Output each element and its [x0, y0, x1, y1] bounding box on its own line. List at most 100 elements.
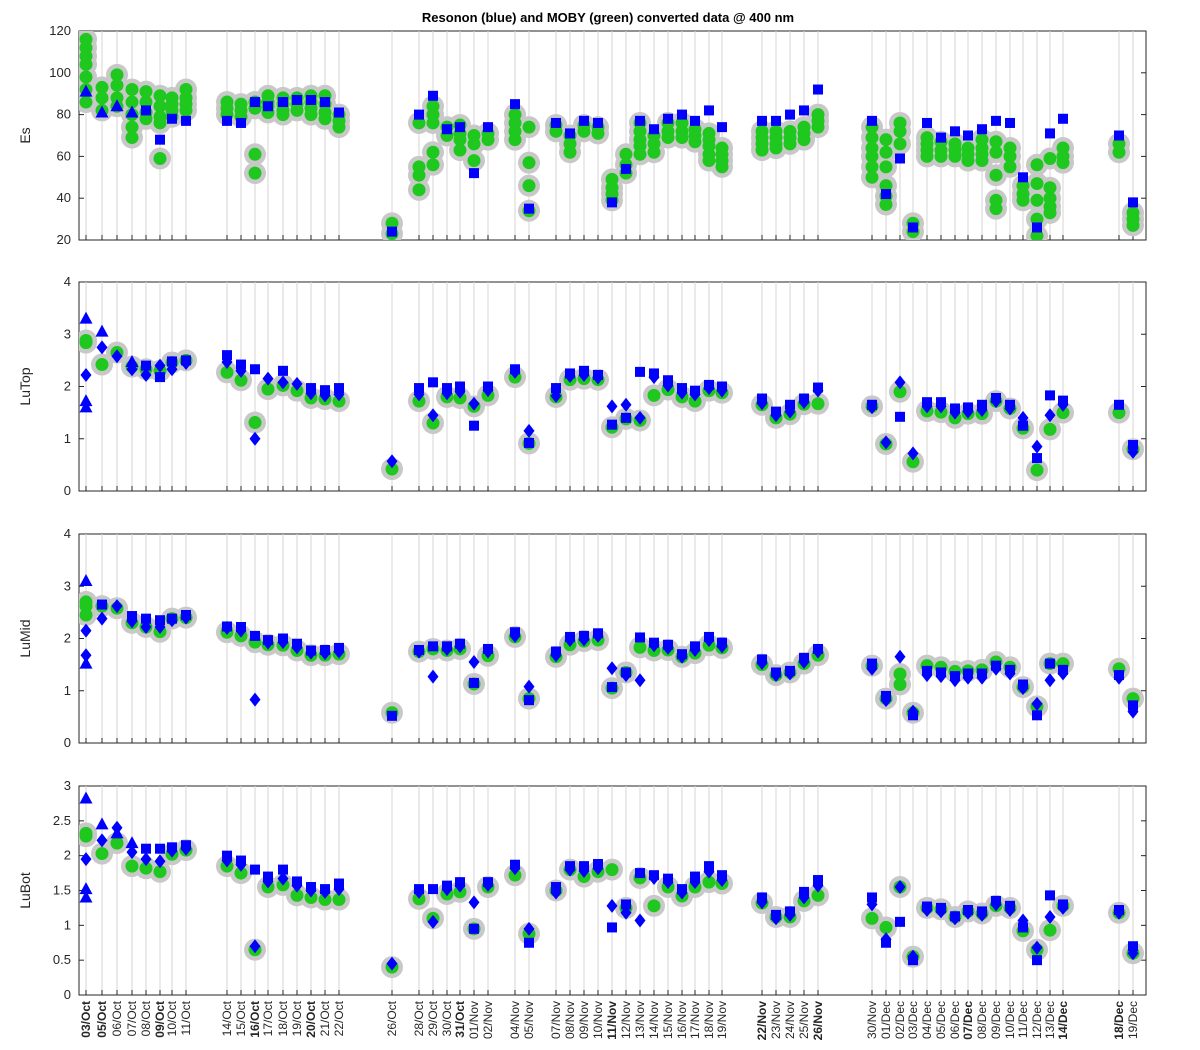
moby-point — [79, 95, 93, 109]
resonon-point — [387, 226, 397, 237]
moby-point — [125, 83, 139, 97]
resonon-point — [305, 645, 317, 660]
moby-point — [95, 847, 109, 861]
moby-point — [811, 120, 825, 134]
moby-point — [522, 179, 536, 193]
resonon-point — [235, 857, 247, 872]
resonon-point — [592, 628, 604, 643]
resonon-point — [663, 113, 673, 124]
resonon-point — [1127, 704, 1139, 719]
x-tick-label: 22/Oct — [332, 1000, 346, 1036]
x-tick-label: 09/Oct — [153, 1001, 167, 1038]
resonon-point — [1057, 900, 1069, 915]
moby-point — [318, 112, 332, 126]
resonon-point — [221, 853, 233, 868]
resonon-point — [990, 897, 1002, 912]
resonon-point — [221, 621, 233, 636]
chart-panels: 20 40 60 80 100 120 Es 0 1 2 3 4 LuTop 0 1 2 3 4 LuMid 0 0.5… — [17, 23, 1147, 1002]
resonon-point — [620, 397, 632, 412]
resonon-point — [428, 641, 438, 652]
x-tick-label: 25/Nov — [797, 1001, 811, 1039]
moby-point — [261, 382, 275, 396]
resonon-point — [936, 132, 946, 143]
resonon-point — [799, 105, 809, 116]
resonon-point — [79, 84, 93, 97]
resonon-point — [125, 836, 139, 849]
moby-point — [619, 147, 633, 161]
resonon-point — [962, 905, 974, 920]
resonon-point — [703, 864, 715, 879]
x-tick-label: 19/Dec — [1126, 1001, 1140, 1039]
moby-point — [453, 133, 467, 147]
resonon-point — [387, 710, 397, 721]
moby-point — [688, 135, 702, 149]
resonon-point — [1113, 670, 1125, 685]
moby-point — [605, 863, 619, 877]
resonon-point — [648, 870, 660, 885]
resonon-point — [922, 117, 932, 128]
resonon-point — [523, 423, 535, 438]
moby-point — [755, 143, 769, 157]
moby-point — [934, 149, 948, 163]
resonon-point — [278, 97, 288, 108]
moby-point — [702, 154, 716, 168]
x-tick-label: 12/Dec — [1030, 1001, 1044, 1039]
moby-point — [783, 137, 797, 151]
resonon-point — [977, 124, 987, 135]
x-tick-label: 01/Dec — [879, 1001, 893, 1039]
moby-point — [989, 135, 1003, 149]
resonon-point — [154, 620, 166, 635]
resonon-point — [990, 394, 1002, 409]
moby-point — [1126, 218, 1140, 232]
resonon-point — [935, 669, 947, 684]
moby-point — [522, 120, 536, 134]
y-tick-label: 1 — [64, 431, 71, 446]
resonon-point — [320, 97, 330, 108]
resonon-point — [111, 599, 123, 614]
x-tick-label: 03/Dec — [906, 1001, 920, 1039]
resonon-point — [291, 376, 303, 391]
moby-point — [248, 166, 262, 180]
resonon-point — [894, 375, 906, 390]
x-tick-label: 04/Dec — [920, 1001, 934, 1039]
moby-point — [1043, 206, 1057, 220]
resonon-point — [306, 94, 316, 105]
resonon-point — [578, 368, 590, 383]
moby-point — [95, 358, 109, 372]
resonon-point — [634, 673, 646, 688]
resonon-point — [677, 109, 687, 120]
resonon-point — [607, 682, 617, 693]
x-tick-label: 08/Oct — [139, 1000, 153, 1036]
resonon-point — [1127, 946, 1139, 961]
resonon-point — [250, 864, 260, 875]
resonon-point — [578, 863, 590, 878]
x-tick-label: 11/Nov — [605, 1001, 619, 1040]
resonon-point — [798, 890, 810, 905]
x-tick-label: 09/Dec — [989, 1001, 1003, 1039]
resonon-point — [895, 153, 905, 164]
moby-point — [79, 57, 93, 71]
resonon-point — [483, 122, 493, 133]
resonon-point — [180, 610, 192, 625]
resonon-point — [181, 355, 191, 366]
resonon-point — [1127, 444, 1139, 459]
resonon-point — [770, 408, 782, 423]
resonon-point — [592, 861, 604, 876]
x-tick-label: 06/Oct — [110, 1000, 124, 1036]
resonon-point — [333, 882, 345, 897]
x-tick-label: 23/Nov — [769, 1001, 783, 1039]
resonon-point — [291, 878, 303, 893]
resonon-point — [96, 833, 108, 848]
moby-point — [426, 158, 440, 172]
resonon-point — [524, 437, 534, 448]
y-tick-label: 100 — [49, 65, 71, 80]
resonon-point — [166, 843, 178, 858]
resonon-point — [154, 854, 166, 869]
resonon-point — [110, 826, 124, 839]
data-points — [79, 311, 1144, 482]
moby-point — [79, 336, 93, 350]
x-tick-label: 18/Nov — [702, 1001, 716, 1039]
resonon-point — [96, 611, 108, 626]
resonon-point — [278, 864, 288, 875]
resonon-point — [1045, 390, 1055, 401]
